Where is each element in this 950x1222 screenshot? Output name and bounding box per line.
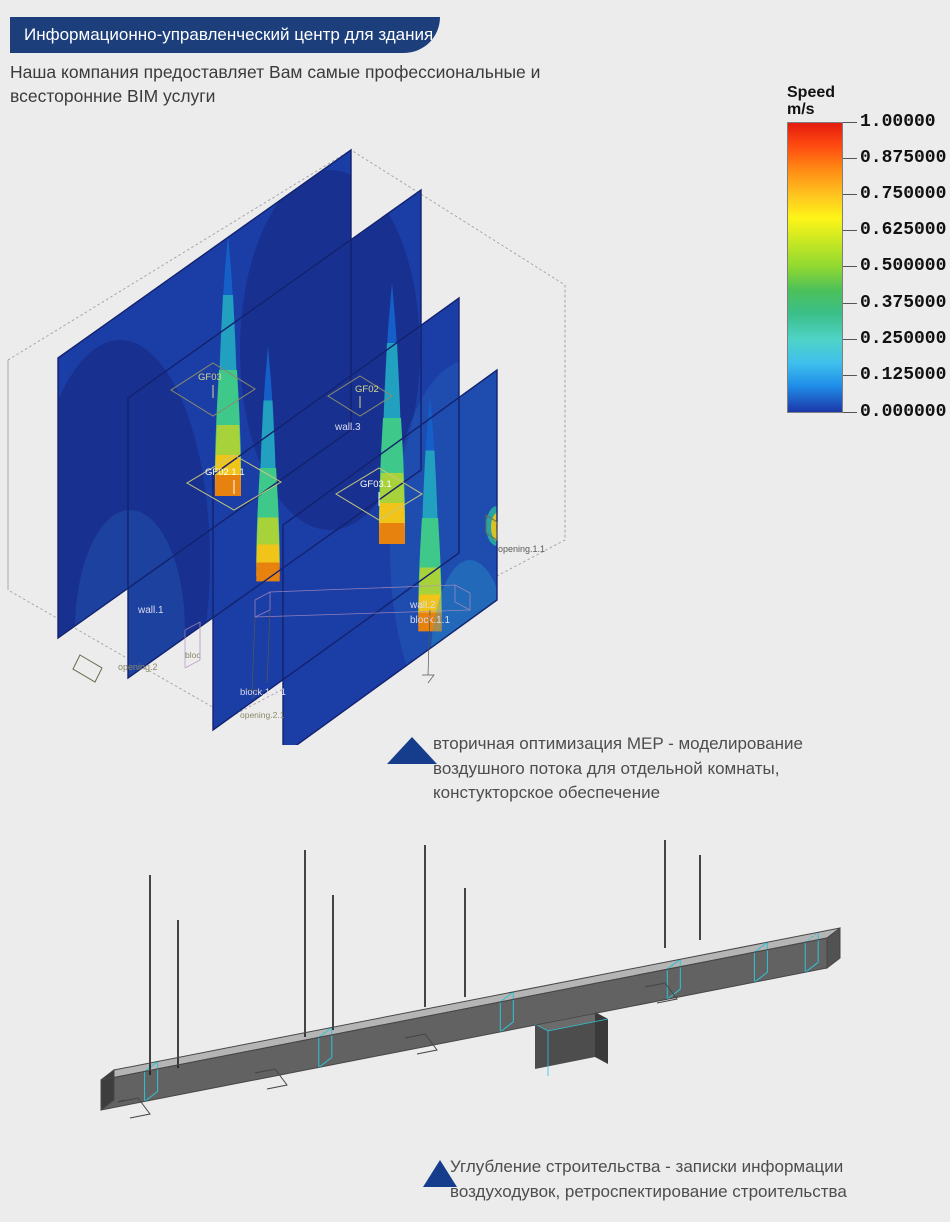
svg-text:wall.1: wall.1 xyxy=(137,605,164,616)
svg-text:wall.3: wall.3 xyxy=(334,422,361,433)
svg-text:GF02: GF02 xyxy=(355,384,379,395)
svg-text:wall.2: wall.2 xyxy=(409,600,436,611)
svg-text:GF03: GF03 xyxy=(198,372,222,383)
svg-text:block.1.1.1: block.1.1.1 xyxy=(240,687,286,698)
svg-text:opening.1.1: opening.1.1 xyxy=(498,544,545,554)
svg-text:GF03.1: GF03.1 xyxy=(360,479,392,490)
svg-text:opening.2: opening.2 xyxy=(118,662,158,672)
svg-text:opening.2.1: opening.2.1 xyxy=(240,710,285,720)
svg-text:GF02.1.1: GF02.1.1 xyxy=(205,467,245,478)
svg-text:block.1.1: block.1.1 xyxy=(410,615,450,626)
svg-text:bloc: bloc xyxy=(185,650,201,660)
